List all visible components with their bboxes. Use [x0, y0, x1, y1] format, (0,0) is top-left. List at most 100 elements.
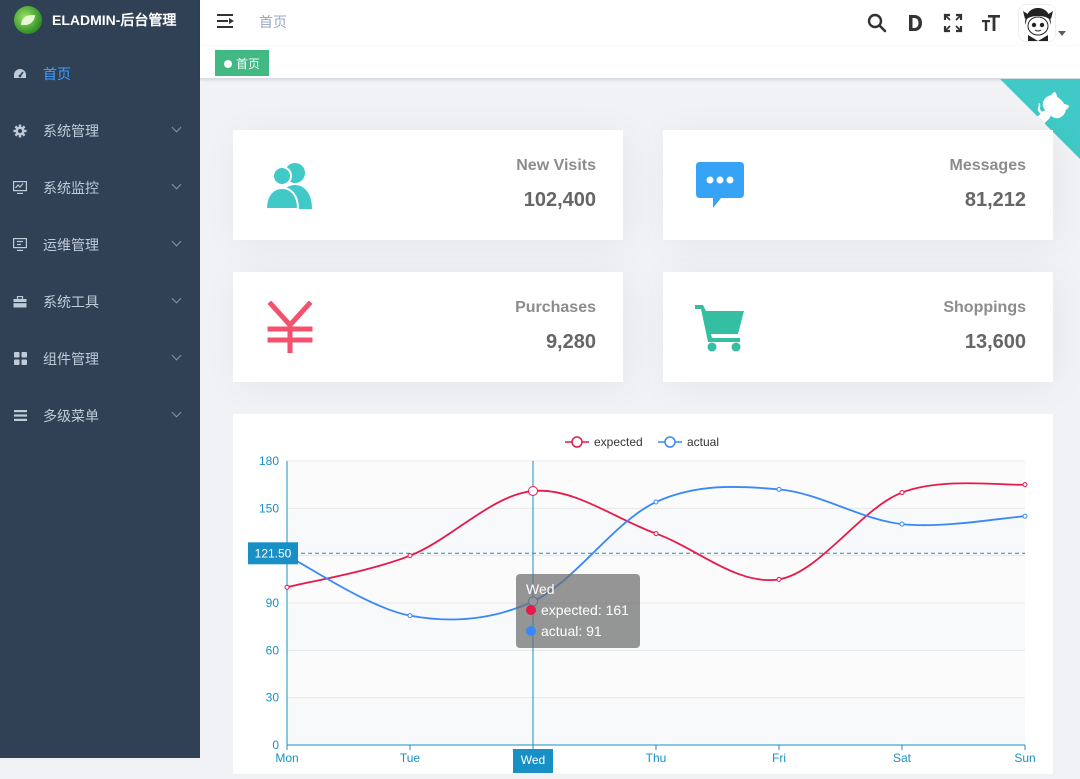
legend-marker [664, 436, 676, 448]
fullscreen-icon[interactable] [934, 4, 972, 42]
card-text: Purchases 9,280 [515, 299, 596, 354]
tooltip-line: expected: 161 [541, 602, 629, 618]
hamburger-icon[interactable] [217, 13, 235, 29]
cart-icon [689, 296, 751, 358]
gear-icon [12, 123, 28, 139]
card-title: Messages [949, 157, 1027, 174]
x-tick-label: Tue [400, 751, 421, 765]
x-tick-label: Mon [275, 751, 298, 765]
sidebar-item-6[interactable]: 多级菜单 [0, 387, 200, 444]
tag-home[interactable]: 首页 [215, 50, 270, 76]
y-tick-label: 90 [266, 596, 280, 610]
chevron-down-icon[interactable] [171, 293, 182, 304]
sidebar-item-4[interactable]: 系统工具 [0, 273, 200, 330]
card-purchases[interactable]: Purchases 9,280 [233, 272, 623, 382]
card-shoppings[interactable]: Shoppings 13,600 [663, 272, 1053, 382]
card-value: 102,400 [523, 189, 596, 211]
legend-label[interactable]: actual [687, 435, 719, 449]
data-point[interactable] [407, 553, 413, 559]
toolbox-icon [12, 294, 28, 310]
card-text: Shoppings 13,600 [943, 299, 1026, 354]
sidebar-item-3[interactable]: 运维管理 [0, 216, 200, 273]
line-chart[interactable]: 0306090120150180MonTueWedThuFriSatSun121… [233, 414, 1053, 774]
tooltip-marker [526, 605, 536, 615]
doc-icon[interactable] [896, 4, 934, 42]
message-icon [689, 154, 751, 216]
x-tick-label: Thu [646, 751, 667, 765]
server-icon [12, 237, 28, 253]
grid-band [287, 555, 1025, 603]
data-point[interactable] [776, 576, 782, 582]
font-size-icon[interactable] [972, 4, 1010, 42]
tooltip-title: Wed [526, 581, 555, 597]
monitor-icon [12, 180, 28, 196]
y-tick-label: 180 [259, 454, 279, 468]
logo-icon [14, 6, 42, 34]
sidebar-item-label: 多级菜单 [43, 407, 99, 424]
avatar[interactable] [1018, 4, 1056, 42]
tooltip-marker [526, 626, 536, 636]
search-icon[interactable] [858, 4, 896, 42]
card-messages[interactable]: Messages 81,212 [663, 130, 1053, 240]
data-point[interactable] [653, 499, 659, 505]
tag-active-dot [224, 60, 232, 68]
data-point[interactable] [653, 531, 659, 537]
sidebar-item-0[interactable]: 首页 [0, 45, 200, 102]
data-point[interactable] [284, 584, 290, 590]
card-text: Messages 81,212 [950, 157, 1027, 212]
data-point[interactable] [899, 490, 905, 496]
data-point[interactable] [407, 613, 413, 619]
data-point[interactable] [1022, 513, 1028, 519]
caret-down-icon [1058, 31, 1066, 36]
sidebar-item-5[interactable]: 组件管理 [0, 330, 200, 387]
sidebar-item-label: 组件管理 [43, 350, 99, 367]
card-value: 13,600 [964, 331, 1026, 353]
sidebar-item-1[interactable]: 系统管理 [0, 102, 200, 159]
tooltip-line: actual: 91 [541, 623, 602, 639]
navbar-actions [858, 0, 1080, 46]
breadcrumb[interactable]: 首页 [259, 14, 287, 30]
people-icon [259, 154, 321, 216]
card-text: New Visits 102,400 [516, 157, 596, 212]
card-new-visits[interactable]: New Visits 102,400 [233, 130, 623, 240]
dashboard-icon [12, 66, 28, 82]
x-tick-label: Sun [1014, 751, 1035, 765]
tags-view: 首页 [200, 46, 1080, 79]
y-tick-label: 60 [266, 643, 280, 657]
menu-icon [12, 408, 28, 424]
y-tick-label: 30 [266, 691, 280, 705]
grid-band [287, 603, 1025, 651]
sidebar-item-label: 系统监控 [43, 179, 99, 196]
grid-band [287, 650, 1025, 698]
chevron-down-icon[interactable] [171, 122, 182, 133]
github-corner-icon[interactable] [1000, 79, 1080, 159]
sidebar-menu: 首页 系统管理系统监控运维管理系统工具组件管理多级菜单 [0, 45, 200, 444]
chevron-down-icon[interactable] [171, 179, 182, 190]
chevron-down-icon[interactable] [171, 236, 182, 247]
chevron-down-icon[interactable] [171, 350, 182, 361]
x-tick-label: Fri [772, 751, 786, 765]
tag-label: 首页 [236, 57, 261, 71]
legend-marker [571, 436, 583, 448]
chevron-down-icon[interactable] [171, 407, 182, 418]
y-tick-label: 150 [259, 501, 279, 515]
crosshair-y-label: 121.50 [255, 546, 292, 560]
grid-icon [12, 351, 28, 367]
data-point[interactable] [899, 521, 905, 527]
user-menu[interactable] [1010, 4, 1080, 42]
logo[interactable]: ELADMIN-后台管理 [0, 0, 200, 40]
sidebar-item-label: 系统工具 [43, 293, 99, 310]
card-value: 9,280 [545, 331, 596, 353]
navbar: 首页 [200, 0, 1080, 46]
data-point[interactable] [1022, 482, 1028, 488]
data-point[interactable] [528, 485, 538, 496]
card-title: New Visits [516, 157, 596, 174]
legend-label[interactable]: expected [594, 435, 643, 449]
sidebar-item-2[interactable]: 系统监控 [0, 159, 200, 216]
line-chart-panel: 0306090120150180MonTueWedThuFriSatSun121… [233, 414, 1053, 774]
crosshair-x-label: Wed [521, 753, 545, 767]
x-tick-label: Sat [893, 751, 912, 765]
sidebar: ELADMIN-后台管理 首页 系统管理系统监控运维管理系统工具组件管理多级菜单 [0, 0, 200, 758]
data-point[interactable] [776, 486, 782, 492]
grid-band [287, 697, 1025, 745]
